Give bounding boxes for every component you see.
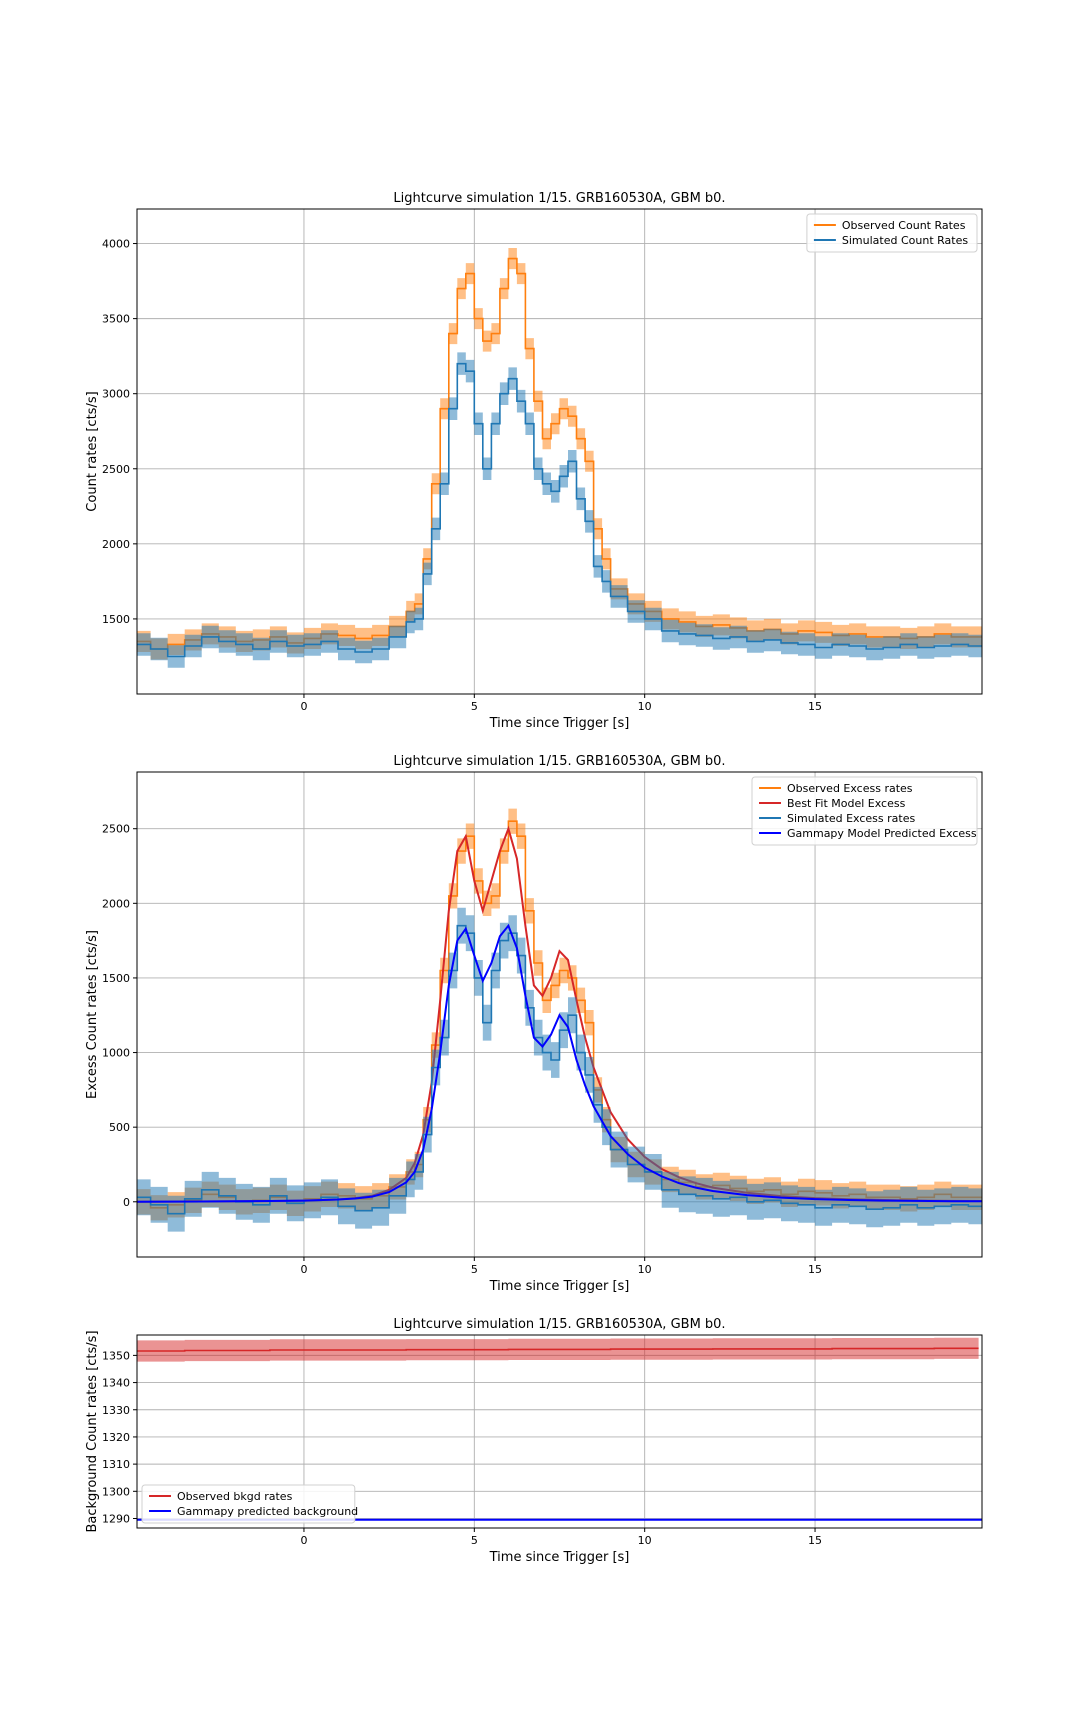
y-tick-label: 500: [109, 1121, 130, 1134]
x-tick-label: 0: [300, 1263, 307, 1276]
series-simulated-count-rates-band: [137, 352, 982, 668]
legend: Observed Excess rates Best Fit Model Exce…: [751, 776, 978, 846]
series-gammapy-model-predicted-excess-line: [137, 923, 982, 1203]
y-tick-label: 1320: [102, 1431, 130, 1444]
series-simulated-excess-rates-band: [137, 907, 982, 1232]
x-axis-label: Time since Trigger [s]: [489, 1550, 630, 1565]
legend-entry: Best Fit Model Excess: [787, 797, 906, 810]
y-tick-label: 2000: [102, 538, 130, 551]
axes-frame: [136, 208, 983, 695]
axes-frame: [136, 771, 983, 1258]
y-axis: 0 500 1000 1500 2000 2500: [102, 823, 137, 1209]
legend-box: [806, 213, 978, 253]
legend-entry: Gammapy predicted background: [177, 1505, 358, 1518]
y-tick-label: 3500: [102, 313, 130, 326]
x-axis: 0 5 10 15: [300, 694, 822, 713]
legend-box: [751, 776, 978, 846]
x-axis-label: Time since Trigger [s]: [489, 716, 630, 731]
y-tick-label: 2500: [102, 463, 130, 476]
y-tick-label: 1000: [102, 1047, 130, 1060]
y-tick-label: 2500: [102, 823, 130, 836]
legend: Observed Count Rates Simulated Count Rate…: [806, 213, 978, 253]
y-axis: 1290 1300 1310 1320 1330 1340 1350: [102, 1349, 137, 1525]
x-tick-label: 5: [471, 1263, 478, 1276]
gridlines: [137, 209, 982, 694]
chart-title: Lightcurve simulation 1/15. GRB160530A, …: [393, 754, 725, 769]
y-tick-label: 1330: [102, 1404, 130, 1417]
x-tick-label: 5: [471, 1534, 478, 1547]
series-observed-count-rates-band: [137, 248, 982, 660]
x-tick-label: 15: [808, 1263, 822, 1276]
y-tick-label: 2000: [102, 897, 130, 910]
legend-entry: Simulated Excess rates: [787, 812, 915, 825]
legend-entry: Observed bkgd rates: [177, 1490, 293, 1503]
legend-entry: Observed Excess rates: [787, 782, 913, 795]
x-axis: 0 5 10 15: [300, 1528, 822, 1547]
x-tick-label: 15: [808, 700, 822, 713]
y-tick-label: 0: [123, 1196, 130, 1209]
series-observed-bkgd-rates-line: [137, 1347, 979, 1352]
x-tick-label: 10: [638, 1263, 652, 1276]
x-tick-label: 5: [471, 700, 478, 713]
legend-entry: Gammapy Model Predicted Excess: [787, 827, 977, 840]
x-tick-label: 0: [300, 1534, 307, 1547]
chart-title: Lightcurve simulation 1/15. GRB160530A, …: [393, 1317, 725, 1332]
y-tick-label: 1290: [102, 1512, 130, 1525]
x-tick-label: 10: [638, 1534, 652, 1547]
chart-panel-2: 0 5 10 15 0 500 1000 1500 2000 2500 Lightcurve sim…: [85, 754, 983, 1294]
y-tick-label: 4000: [102, 238, 130, 251]
legend-box: [141, 1484, 356, 1524]
legend-entry: Observed Count Rates: [842, 219, 966, 232]
x-axis-label: Time since Trigger [s]: [489, 1279, 630, 1294]
plot-area: [137, 808, 982, 1232]
legend-entry: Simulated Count Rates: [842, 234, 968, 247]
chart-panel-1: 0 5 10 15 1500 2000 2500 3000 3500 4000 Lightcurve…: [85, 191, 983, 731]
y-tick-label: 1300: [102, 1485, 130, 1498]
legend: Observed bkgd rates Gammapy predicted bac…: [141, 1484, 358, 1524]
series-simulated-count-rates-line: [137, 362, 982, 658]
y-tick-label: 1500: [102, 613, 130, 626]
chart-title: Lightcurve simulation 1/15. GRB160530A, …: [393, 191, 725, 206]
y-tick-label: 1500: [102, 972, 130, 985]
x-tick-label: 0: [300, 700, 307, 713]
y-axis-label: Excess Count rates [cts/s]: [85, 930, 100, 1099]
axes-frame: [136, 1334, 983, 1529]
x-tick-label: 10: [638, 700, 652, 713]
y-axis-label: Count rates [cts/s]: [85, 391, 100, 511]
y-tick-label: 1350: [102, 1349, 130, 1362]
x-tick-label: 15: [808, 1534, 822, 1547]
y-tick-label: 1310: [102, 1458, 130, 1471]
chart-panel-3: 0 5 10 15 1290 1300 1310 1320 1330 1340 1350 Lightc…: [85, 1317, 983, 1565]
y-tick-label: 1340: [102, 1377, 130, 1390]
plot-area: [137, 248, 982, 668]
y-tick-label: 3000: [102, 388, 130, 401]
y-axis: 1500 2000 2500 3000 3500 4000: [102, 238, 137, 626]
y-axis-label: Background Count rates [cts/s]: [85, 1330, 100, 1532]
x-axis: 0 5 10 15: [300, 1257, 822, 1276]
series-observed-count-rates-line: [137, 257, 982, 650]
